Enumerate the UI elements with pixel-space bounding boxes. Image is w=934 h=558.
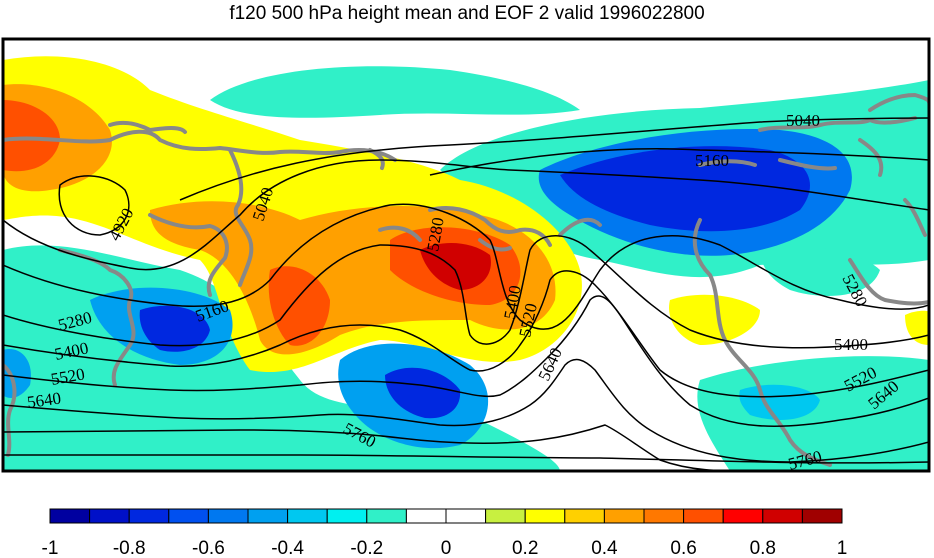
filled-contours: 5040 5160 4920 5040 5280 5160 5280 5400 …	[3, 39, 929, 471]
colorbar-swatch	[801, 508, 843, 524]
map-title: f120 500 hPa height mean and EOF 2 valid…	[229, 3, 705, 24]
colorbar-tick-label: 0	[441, 538, 452, 558]
colorbar-swatch	[485, 508, 526, 524]
colorbar-tick-label: -1	[42, 538, 59, 558]
colorbar-swatches	[49, 508, 843, 524]
colorbar-swatch	[445, 508, 487, 524]
colorbar-swatch	[603, 508, 645, 524]
colorbar-tick-label: 0.8	[750, 538, 776, 558]
colorbar-swatch	[762, 508, 803, 524]
contour-labels: 5040 5160 4920 5040 5280 5160 5280 5400 …	[26, 111, 903, 471]
colorbar-swatch	[683, 508, 724, 524]
height-contours	[3, 117, 929, 471]
colorbar-swatch	[287, 508, 328, 524]
colorbar-ticks: -1 -0.8 -0.6 -0.4 -0.2 0 0.2 0.4 0.6 0.8 1	[42, 538, 848, 558]
contour-label: 5160	[695, 151, 729, 170]
colorbar-swatch	[207, 508, 249, 524]
map-frame	[1, 37, 931, 473]
colorbar-tick-label: 0.2	[512, 538, 538, 558]
colorbar-swatch	[247, 508, 289, 524]
colorbar-swatch	[168, 508, 209, 524]
contour-label: 5040	[786, 111, 820, 130]
colorbar-tick-label: -0.4	[271, 538, 304, 558]
colorbar-swatch	[326, 508, 368, 524]
colorbar-tick-label: 1	[837, 538, 848, 558]
colorbar-swatch	[49, 508, 91, 524]
colorbar-tick-label: 0.6	[670, 538, 696, 558]
colorbar-swatch	[128, 508, 170, 524]
colorbar-tick-label: -0.2	[350, 538, 383, 558]
colorbar-swatch	[89, 508, 130, 524]
colorbar-swatch	[643, 508, 685, 524]
colorbar-swatch	[405, 508, 447, 524]
colorbar-swatch	[366, 508, 407, 524]
eof-height-map: 5040 5160 4920 5040 5280 5160 5280 5400 …	[1, 37, 931, 473]
colorbar-swatch	[722, 508, 764, 524]
colorbar-tick-label: -0.6	[192, 538, 225, 558]
contour-label: 5640	[26, 388, 62, 412]
colorbar-swatch	[564, 508, 605, 524]
colorbar-swatch	[524, 508, 566, 524]
colorbar-tick-label: -0.8	[113, 538, 146, 558]
colorbar-tick-label: 0.4	[591, 538, 618, 558]
contour-label: 5400	[834, 335, 868, 354]
